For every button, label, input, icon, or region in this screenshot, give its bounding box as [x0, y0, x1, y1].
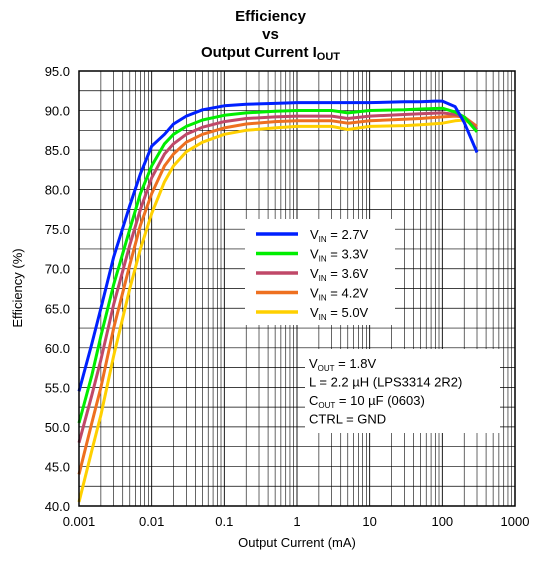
chart-title: Efficiency vs Output Current IOUT	[0, 8, 541, 63]
chart-title-line-2: vs	[262, 26, 279, 43]
y-tick-label: 65.0	[45, 301, 70, 316]
annotation-line: COUT = 10 µF (0603)	[309, 393, 425, 410]
legend-label: VIN = 3.6V	[310, 266, 369, 283]
y-tick-label: 45.0	[45, 459, 70, 474]
y-tick-labels: 40.0 45.0 50.0 55.0 60.0 65.0 70.0 75.0 80.0 85.0…	[45, 64, 70, 514]
annotation-background	[305, 349, 500, 433]
series-line	[77, 118, 478, 503]
x-tick-label: 1000	[501, 514, 530, 529]
series-line	[77, 114, 478, 475]
series-line	[77, 99, 479, 392]
chart-title-line-3-main: Output Current I	[200, 44, 317, 61]
x-tick-label: 0.01	[139, 514, 164, 529]
x-tick-label: 0.001	[63, 514, 96, 529]
y-tick-label: 85.0	[45, 143, 70, 158]
x-axis-label: Output Current (mA)	[238, 535, 356, 550]
y-tick-label: 55.0	[45, 380, 70, 395]
legend-label: VIN = 4.2V	[310, 286, 369, 303]
x-tick-label: 10	[362, 514, 376, 529]
annotation-box: VOUT = 1.8V L = 2.2 µH (LPS3314 2R2) COUT …	[305, 349, 500, 433]
plot-frame	[78, 70, 516, 507]
annotation-line: CTRL = GND	[309, 412, 386, 427]
legend-label: VIN = 5.0V	[310, 305, 369, 322]
legend-label: VIN = 3.3V	[310, 247, 369, 264]
series-lines	[77, 99, 479, 503]
annotation-line: VOUT = 1.8V	[309, 356, 376, 373]
y-tick-label: 60.0	[45, 341, 70, 356]
y-tick-label: 40.0	[45, 499, 70, 514]
y-axis-label: Efficiency (%)	[10, 248, 25, 327]
legend: VIN = 2.7V VIN = 3.3V VIN = 3.6V VIN = 4.2V…	[245, 219, 395, 325]
y-tick-label: 90.0	[45, 104, 70, 119]
x-tick-label: 100	[431, 514, 453, 529]
y-tick-label: 75.0	[45, 222, 70, 237]
series-line	[77, 106, 479, 424]
x-tick-labels: 0.001 0.01 0.1 1 10 100 1000	[63, 514, 530, 529]
chart-title-subscript: OUT	[316, 51, 341, 63]
y-tick-label: 80.0	[45, 183, 70, 198]
legend-label: VIN = 2.7V	[310, 227, 369, 244]
y-tick-label: 95.0	[45, 64, 70, 79]
series-line	[77, 111, 479, 444]
y-tick-label: 50.0	[45, 420, 70, 435]
x-tick-label: 0.1	[215, 514, 233, 529]
x-tick-label: 1	[293, 514, 300, 529]
chart-title-line-1: Efficiency	[235, 8, 306, 25]
y-tick-label: 70.0	[45, 262, 70, 277]
annotation-line: L = 2.2 µH (LPS3314 2R2)	[309, 375, 462, 390]
chart-title-line-3: Output Current IOUT	[0, 44, 541, 63]
